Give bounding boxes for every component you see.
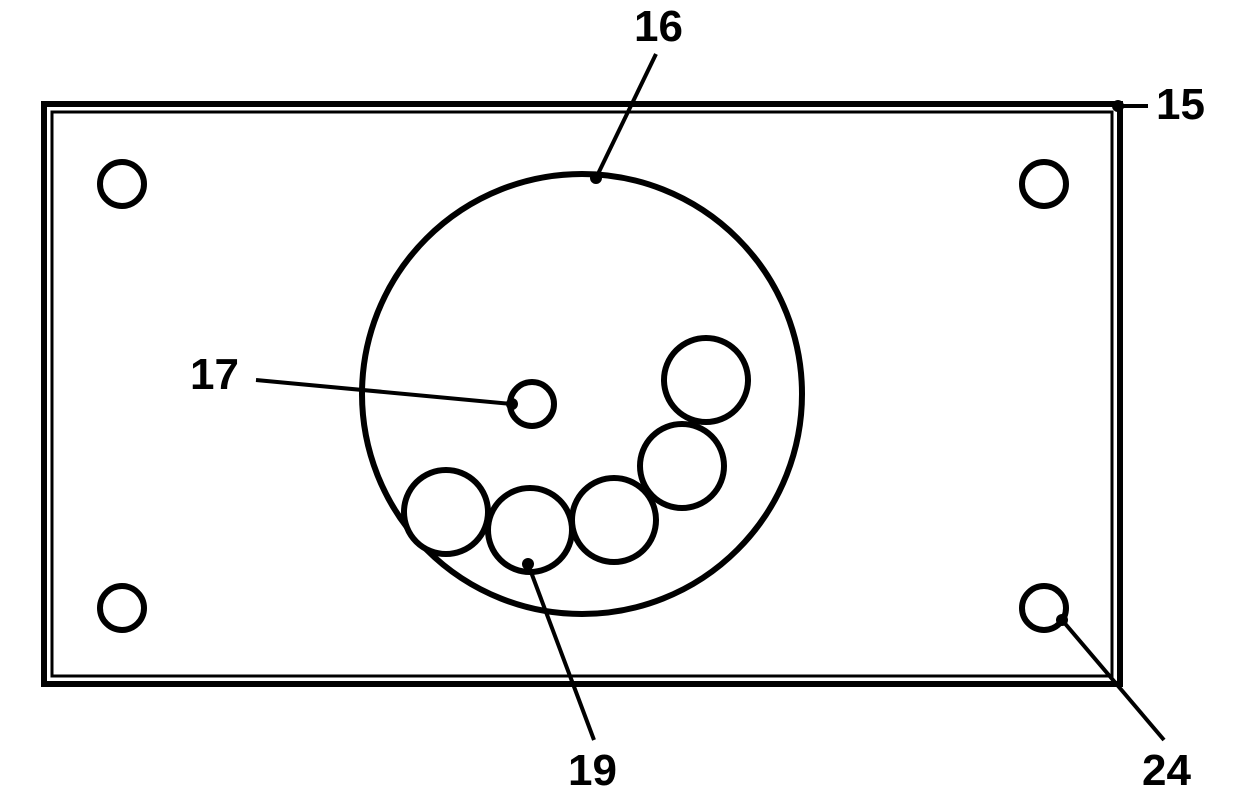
leader-dot-19 [522, 558, 534, 570]
leader-line-17 [256, 380, 512, 404]
label-19: 19 [568, 746, 617, 796]
label-17: 17 [190, 350, 239, 400]
ball-2 [572, 478, 656, 562]
label-16: 16 [634, 2, 683, 52]
leader-line-16 [596, 54, 656, 178]
leader-line-19 [528, 564, 594, 740]
ball-4 [404, 470, 488, 554]
leader-dot-24 [1056, 614, 1068, 626]
leader-dot-15 [1112, 100, 1124, 112]
ball-1 [640, 424, 724, 508]
corner-hole-2 [100, 586, 144, 630]
diagram-container [0, 0, 1240, 796]
leader-dot-16 [590, 172, 602, 184]
diagram-svg [0, 0, 1240, 796]
label-24: 24 [1142, 746, 1191, 796]
label-15: 15 [1156, 80, 1205, 130]
leader-dot-17 [506, 398, 518, 410]
ball-0 [664, 338, 748, 422]
corner-hole-0 [100, 162, 144, 206]
corner-hole-1 [1022, 162, 1066, 206]
